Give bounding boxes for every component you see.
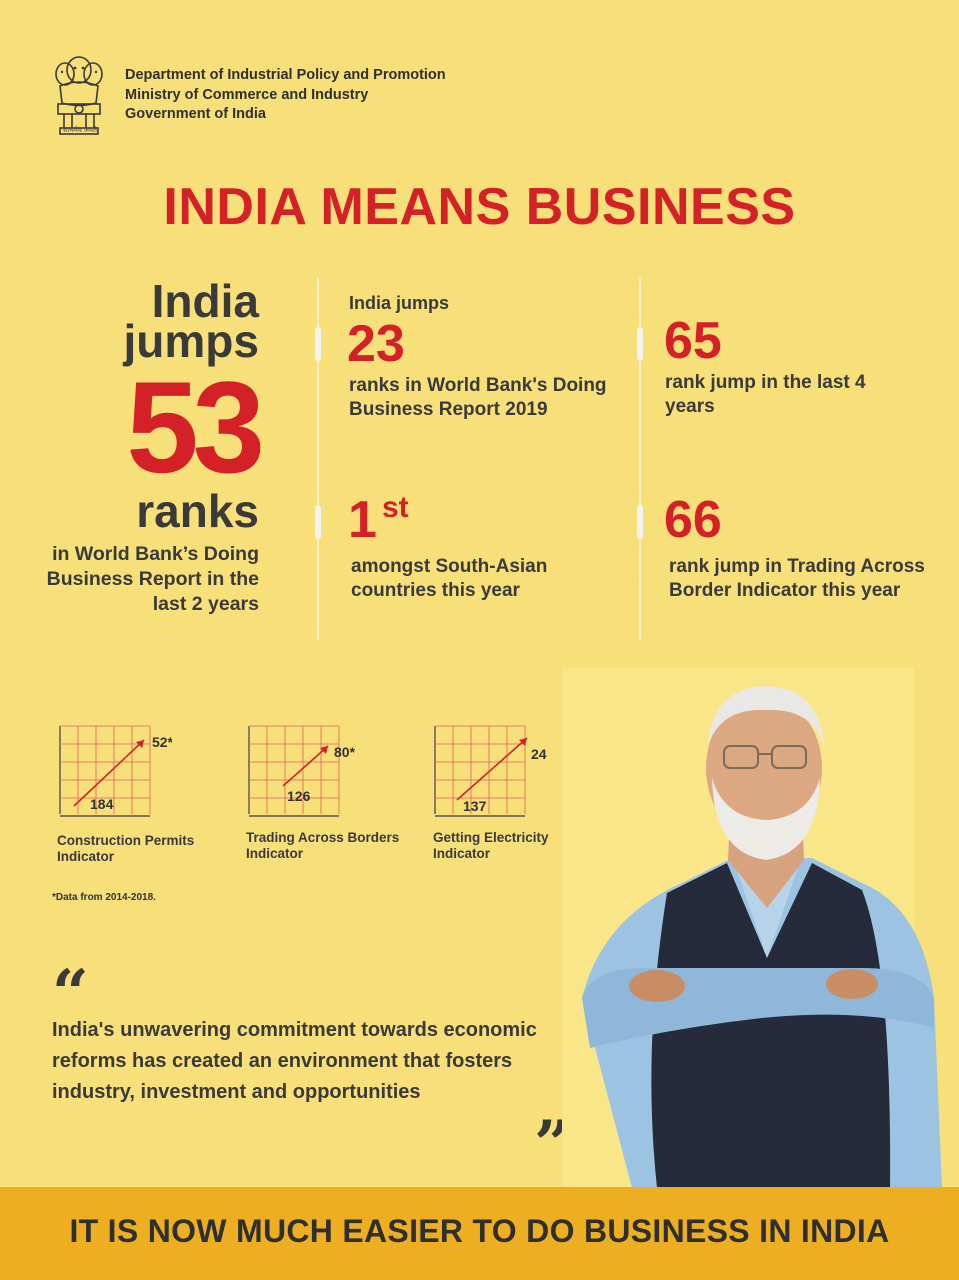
chart-label: Getting Electricity Indicator bbox=[433, 830, 549, 861]
page-title: INDIA MEANS BUSINESS bbox=[163, 178, 796, 236]
main-stat-line1: India bbox=[151, 275, 259, 327]
portrait-image bbox=[582, 686, 942, 1188]
main-stat-desc: in World Bank’s Doing Business Report in… bbox=[46, 543, 259, 615]
bottom-banner bbox=[0, 1187, 959, 1280]
chart-from-label: 126 bbox=[287, 788, 311, 804]
stat-23-desc: ranks in World Bank's Doing Business Rep… bbox=[349, 375, 607, 420]
stat-65-desc: rank jump in the last 4 years bbox=[665, 372, 866, 417]
trading-across-borders-chart: 126 80* bbox=[248, 725, 356, 817]
trend-arrow-icon bbox=[519, 738, 527, 746]
government-name: Government of India bbox=[125, 106, 266, 122]
main-stat-unit: ranks bbox=[136, 485, 259, 537]
stat-23-prefix: India jumps bbox=[349, 293, 450, 313]
stat-1st-number: 1 bbox=[348, 491, 377, 549]
stat-66-number: 66 bbox=[664, 491, 722, 549]
quote-open-icon: “ bbox=[52, 956, 89, 1031]
chart-to-label: 52* bbox=[152, 734, 172, 750]
divider bbox=[317, 278, 319, 640]
chart-label: Trading Across Borders Indicator bbox=[246, 830, 400, 861]
stat-66-desc: rank jump in Trading Across Border Indic… bbox=[669, 556, 925, 601]
footnote: *Data from 2014-2018. bbox=[52, 892, 156, 903]
trend-line bbox=[282, 745, 329, 787]
divider-tick bbox=[315, 505, 321, 539]
divider bbox=[639, 278, 641, 640]
construction-permits-chart: 184 52* bbox=[59, 725, 172, 817]
chart-label: Construction Permits Indicator bbox=[57, 833, 195, 864]
divider-tick bbox=[315, 327, 321, 361]
main-stat-line2: jumps bbox=[123, 315, 259, 367]
chart-from-label: 137 bbox=[463, 798, 487, 814]
chart-grid bbox=[248, 725, 340, 817]
trend-line bbox=[73, 739, 145, 807]
stat-65-number: 65 bbox=[664, 312, 722, 370]
quote-text: India's unwavering commitment towards ec… bbox=[52, 1019, 537, 1103]
emblem-motto: सत्यमेव जयते bbox=[62, 127, 98, 134]
stat-1st-desc: amongst South-Asian countries this year bbox=[351, 556, 548, 601]
chart-to-label: 80* bbox=[334, 744, 356, 760]
main-stat-number: 53 bbox=[126, 354, 265, 500]
stat-23-number: 23 bbox=[347, 315, 405, 373]
dept-name: Department of Industrial Policy and Prom… bbox=[125, 67, 446, 83]
chart-from-label: 184 bbox=[90, 796, 114, 812]
divider-tick bbox=[637, 505, 643, 539]
chart-grid bbox=[434, 725, 526, 817]
divider-tick bbox=[637, 327, 643, 361]
getting-electricity-chart: 137 24* bbox=[434, 725, 547, 817]
ministry-name: Ministry of Commerce and Industry bbox=[125, 87, 369, 103]
trend-line bbox=[456, 737, 528, 801]
banner-text: IT IS NOW MUCH EASIER TO DO BUSINESS IN … bbox=[69, 1213, 890, 1249]
chart-grid bbox=[59, 725, 151, 817]
chart-to-label: 24* bbox=[531, 746, 547, 762]
trend-arrow-icon bbox=[136, 740, 144, 748]
national-emblem-icon bbox=[55, 56, 103, 135]
stat-1st-suffix: st bbox=[382, 491, 409, 524]
trend-arrow-icon bbox=[320, 746, 328, 754]
